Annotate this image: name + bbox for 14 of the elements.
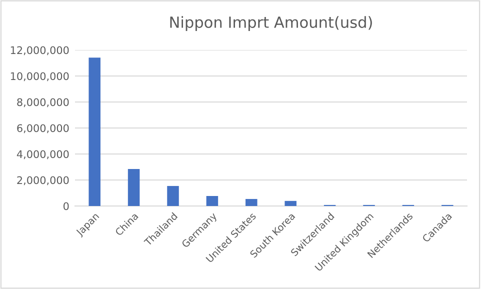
y-tick-label: 10,000,000 <box>10 72 69 82</box>
y-tick-label: 2,000,000 <box>17 176 69 186</box>
bar <box>246 198 258 206</box>
chart-title: Nippon Imprt Amount(usd) <box>170 16 372 31</box>
y-tick-label: 8,000,000 <box>17 98 69 108</box>
y-tick-label: 6,000,000 <box>17 124 69 134</box>
y-tick-label: 4,000,000 <box>16 150 69 160</box>
bar <box>284 200 296 206</box>
bar <box>206 196 218 206</box>
y-tick-label: 0 <box>64 202 69 210</box>
y-tick-label: 12,000,000 <box>10 46 69 56</box>
bar <box>128 168 140 206</box>
bar <box>167 186 179 206</box>
bar <box>88 58 100 206</box>
